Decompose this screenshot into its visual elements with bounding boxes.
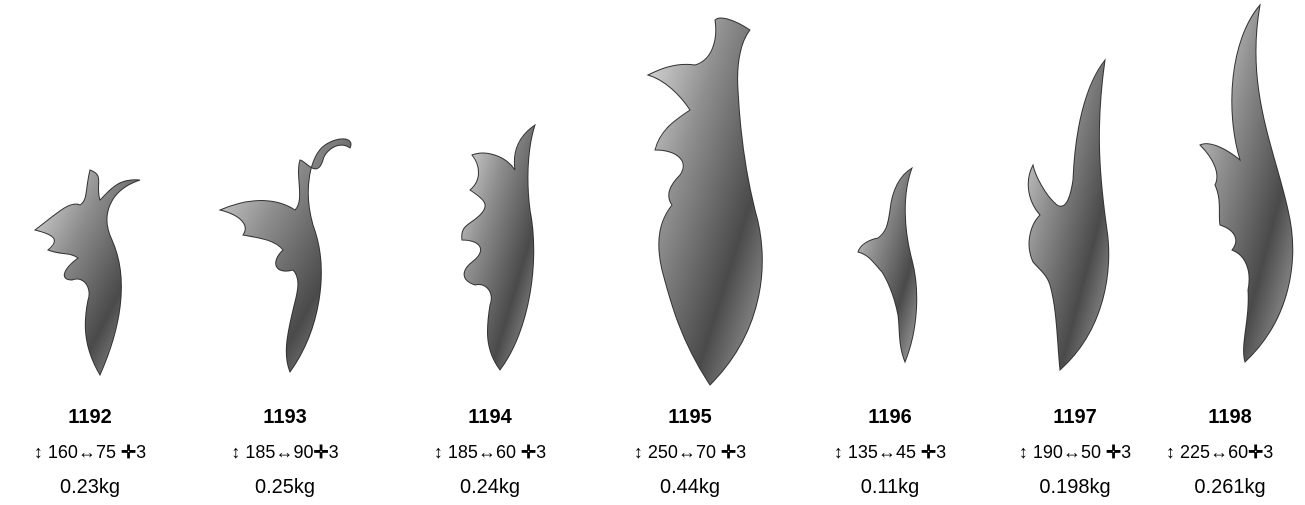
- acanthus-leaf-image-1197: [1027, 58, 1110, 372]
- product-dimensions: ↕ 225↔60✛3: [1166, 442, 1305, 463]
- acanthus-leaf-image-1192: [33, 169, 141, 377]
- width-value: 75: [95, 442, 116, 462]
- width-value: 45: [895, 442, 916, 462]
- product-dimensions: ↕ 250↔70 ✛3: [600, 442, 780, 463]
- width-icon: ↔: [1210, 442, 1229, 462]
- thickness-value: 3: [536, 442, 547, 462]
- product-code: 1196: [868, 406, 912, 428]
- product-item-1192: 1192 ↕ 160↔75 ✛3 0.23kg: [0, 0, 180, 505]
- product-item-1193: 1193 ↕ 185↔90✛3 0.25kg: [195, 0, 375, 505]
- width-value: 60: [1228, 442, 1249, 462]
- height-icon: ↕: [633, 442, 643, 462]
- product-weight: 0.23kg: [59, 476, 121, 498]
- acanthus-leaf-image-1193: [218, 138, 352, 374]
- thickness-value: 3: [736, 442, 747, 462]
- thickness-value: 3: [936, 442, 947, 462]
- height-value: 190: [1032, 442, 1063, 462]
- product-weight: 0.44kg: [659, 476, 721, 498]
- thickness-icon: ✛: [313, 442, 329, 462]
- width-icon: ↔: [877, 442, 896, 462]
- width-icon: ↔: [477, 442, 496, 462]
- product-code: 1192: [68, 406, 112, 428]
- thickness-value: 3: [1121, 442, 1132, 462]
- acanthus-leaf-image-1195: [646, 17, 763, 386]
- product-code: 1194: [468, 406, 512, 428]
- thickness-icon: ✛: [1248, 442, 1264, 462]
- product-item-1194: 1194 ↕ 185↔60 ✛3 0.24kg: [400, 0, 580, 505]
- product-code: 1195: [668, 406, 712, 428]
- width-icon: ↔: [275, 442, 294, 462]
- product-dimensions: ↕ 190↔50 ✛3: [985, 442, 1165, 463]
- thickness-value: 3: [1263, 442, 1274, 462]
- product-dimensions: ↕ 160↔75 ✛3: [0, 442, 180, 463]
- product-item-1198: 1198 ↕ 225↔60✛3 0.261kg: [1160, 0, 1305, 505]
- product-code: 1193: [263, 406, 307, 428]
- thickness-icon: ✛: [721, 442, 737, 462]
- height-icon: ↕: [1018, 442, 1028, 462]
- product-weight: 0.25kg: [254, 476, 316, 498]
- thickness-value: 3: [328, 442, 339, 462]
- product-weight: 0.24kg: [459, 476, 521, 498]
- product-code: 1198: [1208, 406, 1252, 428]
- height-value: 225: [1180, 442, 1211, 462]
- thickness-icon: ✛: [121, 442, 137, 462]
- thickness-icon: ✛: [1106, 442, 1122, 462]
- width-icon: ↔: [1062, 442, 1081, 462]
- height-value: 250: [647, 442, 678, 462]
- height-icon: ↕: [231, 442, 241, 462]
- acanthus-leaf-image-1198: [1199, 3, 1294, 363]
- thickness-icon: ✛: [921, 442, 937, 462]
- width-value: 50: [1080, 442, 1101, 462]
- width-value: 60: [495, 442, 516, 462]
- product-item-1197: 1197 ↕ 190↔50 ✛3 0.198kg: [985, 0, 1165, 505]
- height-value: 135: [847, 442, 878, 462]
- height-icon: ↕: [433, 442, 443, 462]
- product-item-1196: 1196 ↕ 135↔45 ✛3 0.11kg: [800, 0, 980, 505]
- width-icon: ↔: [77, 442, 96, 462]
- width-icon: ↔: [677, 442, 696, 462]
- product-weight: 0.198kg: [1039, 476, 1111, 498]
- acanthus-leaf-image-1194: [461, 123, 536, 371]
- height-value: 160: [47, 442, 78, 462]
- width-value: 70: [695, 442, 716, 462]
- height-icon: ↕: [33, 442, 43, 462]
- thickness-value: 3: [136, 442, 147, 462]
- height-icon: ↕: [833, 442, 843, 462]
- thickness-icon: ✛: [521, 442, 537, 462]
- height-icon: ↕: [1166, 442, 1175, 462]
- width-value: 90: [293, 442, 314, 462]
- product-weight: 0.11kg: [860, 476, 920, 498]
- height-value: 185: [447, 442, 478, 462]
- product-code: 1197: [1053, 406, 1097, 428]
- product-weight: 0.261kg: [1194, 476, 1266, 498]
- height-value: 185: [245, 442, 276, 462]
- product-dimensions: ↕ 185↔90✛3: [195, 442, 375, 463]
- product-dimensions: ↕ 135↔45 ✛3: [800, 442, 980, 463]
- product-dimensions: ↕ 185↔60 ✛3: [400, 442, 580, 463]
- acanthus-leaf-image-1196: [857, 166, 918, 364]
- product-item-1195: 1195 ↕ 250↔70 ✛3 0.44kg: [600, 0, 780, 505]
